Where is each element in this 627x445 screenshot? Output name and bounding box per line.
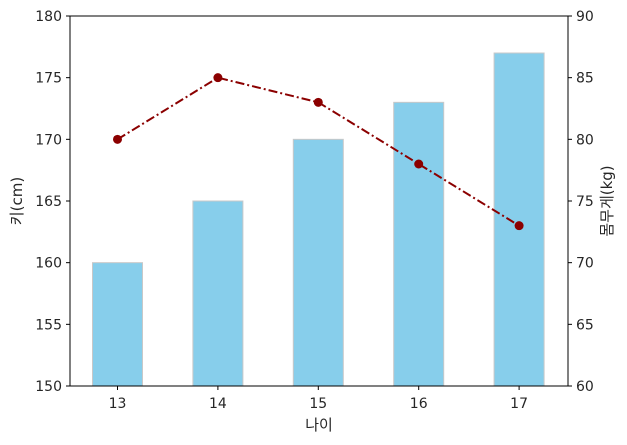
bar-14 bbox=[192, 200, 244, 387]
y-right-tick-label: 90 bbox=[576, 9, 594, 25]
y-right-tick-label: 70 bbox=[576, 256, 594, 272]
point-17 bbox=[514, 221, 524, 231]
point-16 bbox=[414, 159, 424, 169]
y-left-tick-label: 150 bbox=[35, 379, 62, 395]
y-axis-left: 150 155 160 165 170 175 180 bbox=[35, 9, 70, 395]
y-axis-right-label: 몸무게(kg) bbox=[598, 165, 616, 236]
x-tick-label: 14 bbox=[209, 396, 227, 412]
bar-group bbox=[92, 52, 545, 387]
x-axis-label: 나이 bbox=[305, 416, 333, 434]
y-right-tick-label: 80 bbox=[576, 132, 594, 148]
x-tick-label: 13 bbox=[109, 396, 127, 412]
y-right-tick-label: 60 bbox=[576, 379, 594, 395]
line-series-group bbox=[113, 73, 524, 231]
point-13 bbox=[113, 134, 122, 144]
y-axis-left-label: 키(cm) bbox=[8, 177, 26, 225]
y-left-tick-label: 180 bbox=[35, 9, 62, 25]
y-left-tick-label: 155 bbox=[35, 317, 62, 333]
y-right-tick-label: 65 bbox=[576, 317, 594, 333]
y-left-tick-label: 175 bbox=[35, 71, 62, 87]
x-tick-label: 15 bbox=[309, 396, 327, 412]
bar-16 bbox=[393, 101, 445, 387]
y-axis-right: 60 65 70 75 80 85 90 bbox=[568, 9, 594, 395]
x-axis: 13 14 15 16 17 bbox=[109, 386, 528, 412]
bar-13 bbox=[92, 262, 143, 387]
x-tick-label: 16 bbox=[410, 396, 428, 412]
y-left-tick-label: 170 bbox=[35, 132, 62, 148]
point-14 bbox=[213, 73, 223, 83]
y-left-tick-label: 165 bbox=[35, 194, 62, 210]
point-15 bbox=[313, 97, 323, 107]
bar-17 bbox=[493, 52, 545, 387]
y-right-tick-label: 85 bbox=[576, 71, 594, 87]
bar-15 bbox=[292, 138, 344, 387]
y-left-tick-label: 160 bbox=[35, 256, 62, 272]
y-right-tick-label: 75 bbox=[576, 194, 594, 210]
x-tick-label: 17 bbox=[510, 396, 528, 412]
